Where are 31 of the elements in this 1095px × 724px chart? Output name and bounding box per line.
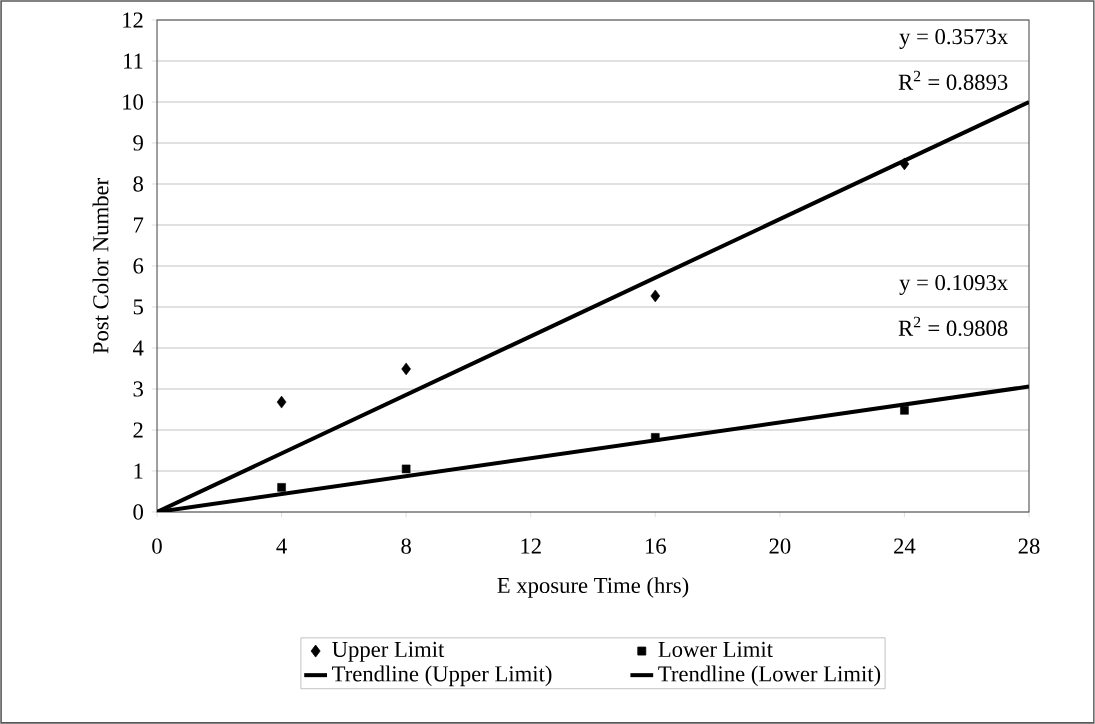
y-tick-label: 1 [134, 463, 143, 479]
y-tick-label: 0 [133, 504, 143, 520]
annotation: R$^{2}$ = 0.9808 [898, 316, 1008, 336]
legend-label: Trendline (Lower Limit) [658, 665, 881, 687]
y-tick-label: 8 [133, 176, 143, 192]
x-tick-label: 24 [894, 538, 916, 554]
x-axis-title: E xposure Time (hrs) [497, 577, 689, 598]
y-tick-label: 9 [133, 135, 143, 151]
x-tick-label: 16 [645, 538, 666, 554]
y-tick-label: 4 [132, 340, 144, 356]
x-tick-label: 20 [769, 538, 791, 554]
x-tick-label: 0 [152, 538, 162, 554]
y-axis-title: Post Color Number [92, 178, 109, 354]
annotation: R$^{2}$ = 0.8893 [898, 70, 1008, 90]
legend-label: Upper Limit [332, 641, 445, 662]
y-tick-label: 11 [124, 53, 143, 69]
x-tick-label: 28 [1018, 538, 1040, 554]
y-tick-label: 7 [134, 217, 144, 233]
y-tick-label: 10 [123, 94, 143, 110]
annotation: y = 0.1093x [899, 274, 1008, 295]
x-tick-label: 12 [521, 538, 541, 554]
y-tick-label: 2 [133, 422, 143, 438]
annotation: y = 0.3573x [899, 28, 1008, 49]
y-tick-label: 3 [133, 381, 143, 397]
legend-label: Lower Limit [658, 641, 773, 658]
legend-label: Trendline (Upper Limit) [332, 665, 552, 687]
y-tick-label: 6 [133, 258, 144, 274]
x-tick-label: 8 [401, 538, 411, 554]
y-tick-label: 5 [133, 299, 143, 315]
y-tick-label: 12 [123, 12, 143, 28]
x-tick-label: 4 [276, 538, 287, 554]
